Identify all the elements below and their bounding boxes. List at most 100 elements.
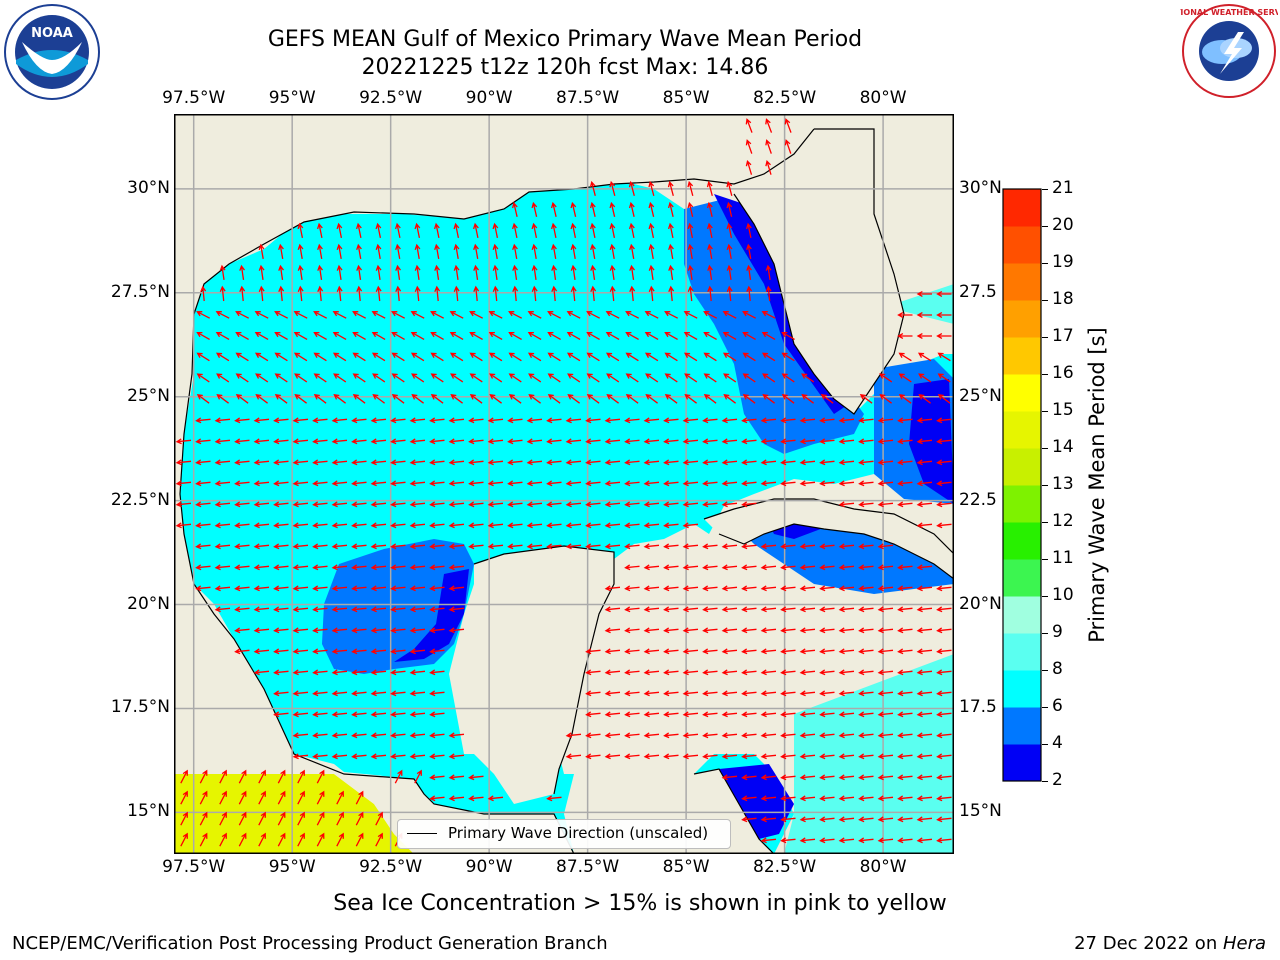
wave-arrow-379 <box>682 438 699 445</box>
wave-arrow-925 <box>258 811 266 826</box>
wave-arrow-537 <box>936 522 952 529</box>
wave-arrow-375 <box>604 438 621 445</box>
wave-arrow-845 <box>370 753 387 760</box>
wave-arrow-249 <box>372 373 386 383</box>
wave-arrow-422 <box>741 459 757 466</box>
wave-arrow-366 <box>429 438 445 445</box>
wave-arrow-352 <box>936 417 952 424</box>
wave-arrow-860 <box>760 753 777 760</box>
colorbar-tickmark-6 <box>1042 559 1048 560</box>
wave-arrow-892 <box>897 774 913 781</box>
wave-arrow-303 <box>723 393 736 404</box>
wave-arrow-658 <box>780 606 796 613</box>
wave-arrow-449 <box>487 480 504 487</box>
wave-arrow-291 <box>489 393 502 404</box>
wave-arrow-922 <box>199 811 208 826</box>
wave-arrow-365 <box>409 438 426 445</box>
wave-arrow-312 <box>918 393 931 404</box>
wave-arrow-380 <box>702 438 718 445</box>
wave-arrow-713 <box>682 648 699 655</box>
colorbar-segment-2 <box>1003 670 1041 708</box>
wave-arrow-667 <box>234 627 250 634</box>
wave-arrow-852 <box>604 753 621 760</box>
y-tick-right-5: 27.5 <box>959 281 997 302</box>
wave-arrow-222 <box>508 352 522 362</box>
wave-arrow-73 <box>668 243 674 260</box>
wave-arrow-406 <box>429 459 445 466</box>
wave-arrow-896 <box>199 790 208 805</box>
wave-arrow-594 <box>741 564 757 571</box>
wave-arrow-851 <box>585 753 601 760</box>
wave-arrow-782 <box>916 690 933 697</box>
wave-arrow-137 <box>916 291 932 297</box>
wave-arrow-945 <box>219 832 227 847</box>
wave-arrow-859 <box>741 753 757 760</box>
wave-arrow-572 <box>858 543 874 550</box>
wave-arrow-423 <box>760 459 777 466</box>
colorbar-segment-4 <box>1003 596 1041 634</box>
wave-arrow-510 <box>195 522 211 529</box>
wave-arrow-559 <box>604 543 621 550</box>
colorbar-label: Primary Wave Mean Period [s] <box>1085 327 1109 643</box>
wave-arrow-587 <box>448 564 465 571</box>
wave-arrow-85 <box>356 264 363 280</box>
wave-arrow-198 <box>703 331 717 340</box>
wave-arrow-12 <box>667 180 674 196</box>
wave-arrow-729 <box>292 669 309 676</box>
wave-arrow-589 <box>643 564 660 571</box>
wave-arrow-387 <box>838 438 855 445</box>
wave-arrow-154 <box>488 311 503 319</box>
noaa-logo: NOAA <box>4 4 100 100</box>
wave-arrow-905 <box>429 795 445 802</box>
wave-arrow-88 <box>414 264 421 280</box>
x-tick-bottom-6: 82.5°W <box>753 857 817 877</box>
wave-period-map <box>174 114 954 854</box>
wave-arrow-412 <box>546 459 562 466</box>
wave-arrow-918 <box>897 795 913 802</box>
wave-arrow-393 <box>175 459 192 466</box>
wave-arrow-351 <box>916 417 933 424</box>
wave-arrow-18 <box>550 201 557 217</box>
wave-arrow-880 <box>429 774 445 781</box>
wave-arrow-660 <box>819 606 835 613</box>
wave-arrow-322 <box>351 417 367 424</box>
wave-arrow-280 <box>274 393 288 404</box>
wave-arrow-814 <box>331 732 348 739</box>
colorbar-tickmark-2 <box>1042 707 1048 708</box>
y-tick-right-1: 17.5 <box>959 697 997 718</box>
wave-arrow-635 <box>936 585 952 592</box>
wave-arrow-158 <box>566 311 581 319</box>
wave-arrow-792 <box>429 711 445 718</box>
wave-arrow-300 <box>664 393 678 404</box>
wave-arrow-540 <box>234 543 250 550</box>
wave-arrow-593 <box>721 564 738 571</box>
wave-arrow-72 <box>648 243 655 260</box>
wave-arrow-274 <box>918 373 932 383</box>
wave-arrow-233 <box>722 352 737 362</box>
wave-arrow-16 <box>511 201 518 217</box>
land-north-coast <box>174 114 734 314</box>
wave-arrow-838 <box>897 732 913 739</box>
wave-arrow-949 <box>297 832 305 847</box>
y-tick-left-3: 22.5°N <box>110 489 170 510</box>
wave-arrow-58 <box>375 243 382 260</box>
wave-arrow-47 <box>667 222 674 239</box>
wave-arrow-134 <box>726 285 733 302</box>
wave-arrow-277 <box>216 393 229 404</box>
wave-arrow-928 <box>316 811 325 826</box>
wave-arrow-526 <box>507 522 523 529</box>
wave-arrow-127 <box>590 285 597 302</box>
wave-arrow-734 <box>390 669 406 676</box>
sea-ice-annotation: Sea Ice Concentration > 15% is shown in … <box>333 891 947 916</box>
wave-arrow-435 <box>214 480 231 487</box>
wave-arrow-584 <box>390 564 406 571</box>
wave-arrow-581 <box>331 564 348 571</box>
wave-arrow-96 <box>570 264 577 280</box>
wave-arrow-311 <box>898 393 912 404</box>
wave-arrow-801 <box>741 711 757 718</box>
x-tick-top-5: 85°W <box>662 88 710 108</box>
wave-arrow-802 <box>760 711 777 718</box>
wave-arrow-359 <box>292 438 309 445</box>
wave-arrow-602 <box>897 564 913 571</box>
wave-arrow-619 <box>624 585 640 592</box>
